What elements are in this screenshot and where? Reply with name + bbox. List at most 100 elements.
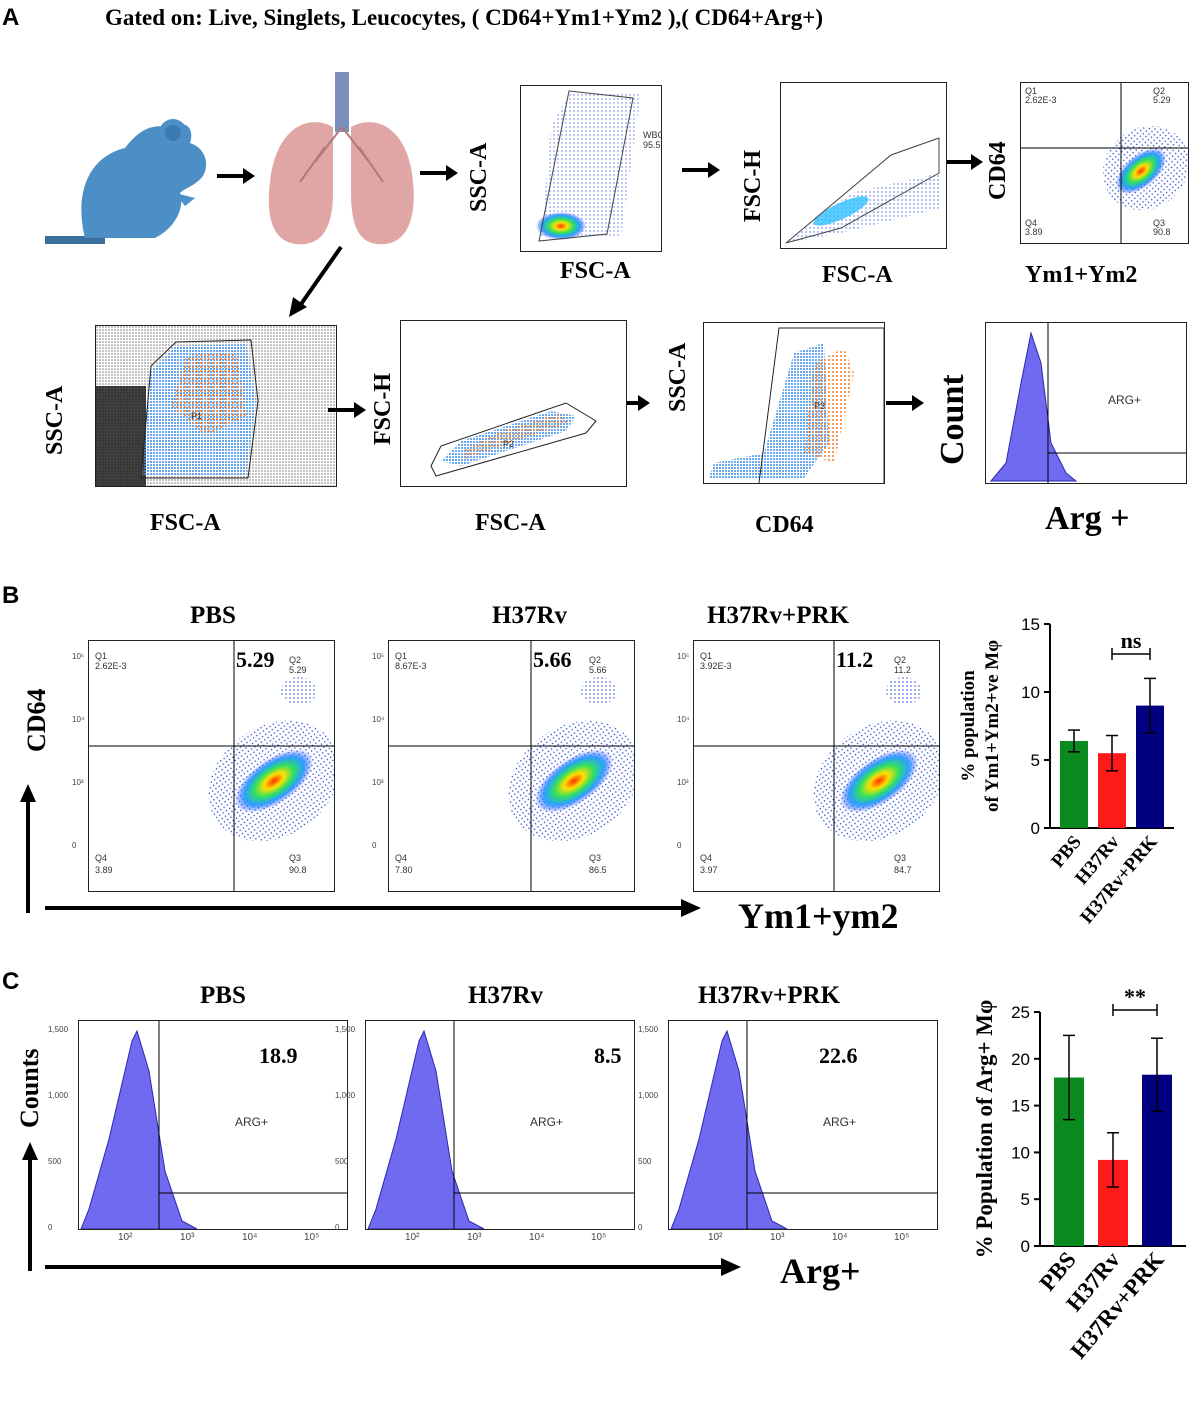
- b-ytick: 10³: [372, 778, 384, 787]
- a-bot3-xlabel: CD64: [755, 512, 814, 538]
- b-ytick: 0: [372, 841, 377, 850]
- c-plot-title: H37Rv+PRK: [698, 982, 841, 1009]
- b-quadrant-q2v: 5.66: [589, 665, 607, 675]
- c-xtick: 10²: [708, 1232, 723, 1243]
- arrow-icon: [289, 245, 343, 317]
- b-q2-highlight: 11.2: [836, 647, 874, 672]
- b-quadrant-q2: Q2: [894, 655, 907, 665]
- b-ytick: 0: [72, 841, 77, 850]
- b-quadrant-q1: Q1: [700, 651, 713, 661]
- b-quadrant-q1v: 3.92E-3: [700, 661, 732, 671]
- c-ytick: 1,000: [335, 1091, 356, 1100]
- b-ylabel: CD64: [22, 688, 51, 752]
- bar-ylabel: % Population of Arg+ Mφ: [972, 1000, 997, 1259]
- bar-ytick-label: 0: [1031, 819, 1040, 838]
- bar-ytick-label: 0: [1021, 1237, 1030, 1256]
- b-plot-title: PBS: [190, 602, 236, 629]
- b-quadrant-q3v: 90.8: [289, 865, 307, 875]
- b-quadrant-q2v: 11.2: [894, 665, 911, 675]
- c-ytick: 1,500: [638, 1025, 659, 1034]
- bar-ytick-label: 15: [1021, 615, 1040, 634]
- c-xtick: 10⁵: [894, 1232, 910, 1243]
- c-xtick: 10²: [405, 1232, 420, 1243]
- a-bot1-xlabel: FSC-A: [150, 510, 221, 536]
- bar-ytick-label: 10: [1021, 683, 1040, 702]
- a-top3-scatter: Q1 2.62E-3 Q2 5.29 Q3 90.8 Q4 3.89: [1020, 82, 1189, 244]
- a-top3-q4v: 3.89: [1025, 227, 1043, 237]
- a-top2-xlabel: FSC-A: [822, 262, 893, 288]
- b-ytick: 0: [677, 841, 682, 850]
- c-ytick: 500: [638, 1157, 652, 1166]
- significance-label: **: [1124, 984, 1146, 1009]
- b-flow-scatter: Q1 2.62E-3 Q2 5.29 Q3 90.8 Q4 3.89 5.29: [88, 640, 335, 892]
- mouse-icon: [45, 68, 215, 248]
- b-quadrant-q4v: 7.80: [395, 865, 413, 875]
- a-top3-q3: Q3: [1153, 218, 1166, 228]
- b-quadrant-q4: Q4: [395, 853, 408, 863]
- a-top3-ylabel: CD64: [985, 141, 1011, 200]
- bar-ylabel: % population of Ym1+Ym2+ve Mφ: [958, 640, 1003, 812]
- a-bot1-scatter: P1: [95, 325, 337, 487]
- a-top3-q2v: 5.29: [1153, 95, 1171, 105]
- c-gate-label: ARG+: [235, 1115, 269, 1129]
- bar-ytick-label: 20: [1011, 1050, 1030, 1069]
- b-ytick: 10⁴: [72, 715, 85, 724]
- c-ytick: 1,000: [638, 1091, 659, 1100]
- b-quadrant-q3v: 84.7: [894, 865, 912, 875]
- b-ytick: 10⁴: [677, 715, 690, 724]
- a-top1-gate-name: WBC: [643, 130, 662, 140]
- a-bot2-ylabel: FSC-H: [370, 373, 396, 445]
- a-top3-q2: Q2: [1153, 86, 1166, 96]
- arrow-icon: [886, 395, 924, 411]
- b-quadrant-q4v: 3.89: [95, 865, 113, 875]
- c-plot-title: H37Rv: [468, 982, 543, 1009]
- a-bot2-gate: P2: [503, 439, 515, 449]
- a-bot4-gate: ARG+: [1108, 393, 1142, 407]
- a-bot3-gate: P3: [814, 401, 826, 411]
- c-xtick: 10⁵: [304, 1232, 320, 1243]
- x-axis-arrow-icon: [45, 899, 701, 917]
- arrow-icon: [217, 168, 255, 184]
- b-quadrant-q1v: 8.67E-3: [395, 661, 427, 671]
- bar-ytick-label: 15: [1011, 1097, 1030, 1116]
- c-ytick: 0: [48, 1223, 53, 1232]
- a-top1-gate-value: 95.5: [643, 140, 661, 150]
- arrow-icon: [945, 154, 983, 170]
- significance-label: ns: [1121, 628, 1142, 653]
- b-xlabel: Ym1+ym2: [738, 896, 899, 936]
- panel-b-letter: B: [2, 582, 20, 609]
- a-bot4-xlabel: Arg +: [1045, 500, 1130, 537]
- a-top3-q1: Q1: [1025, 86, 1038, 96]
- b-quadrant-q4: Q4: [95, 853, 108, 863]
- a-top3-q1v: 2.62E-3: [1025, 95, 1057, 105]
- bar-ytick-label: 25: [1011, 1003, 1030, 1022]
- a-bot2-scatter: P2: [400, 320, 627, 487]
- b-plot-title: H37Rv: [492, 602, 567, 629]
- a-bot4-ylabel: Count: [934, 374, 971, 465]
- a-bot3-scatter: P3: [703, 322, 885, 484]
- a-top2-scatter: [780, 82, 947, 249]
- lung-icon: [265, 72, 415, 250]
- c-arg-value: 22.6: [819, 1043, 858, 1068]
- b-quadrant-q3: Q3: [289, 853, 302, 863]
- y-axis-arrow-icon: [20, 784, 36, 913]
- b-quadrant-q3: Q3: [894, 853, 907, 863]
- c-plot-title: PBS: [200, 982, 246, 1009]
- c-xtick: 10⁴: [242, 1232, 258, 1243]
- c-arg-value: 8.5: [594, 1043, 622, 1068]
- c-histogram: 8.5 ARG+: [365, 1020, 635, 1230]
- arrow-icon: [682, 162, 720, 178]
- c-ytick: 1,500: [48, 1025, 69, 1034]
- a-bot2-xlabel: FSC-A: [475, 510, 546, 536]
- a-top3-q3v: 90.8: [1153, 227, 1171, 237]
- b-ytick: 10³: [72, 778, 84, 787]
- b-quadrant-q1: Q1: [395, 651, 408, 661]
- b-ytick: 10⁴: [372, 715, 385, 724]
- a-bot3-ylabel: SSC-A: [665, 342, 691, 412]
- c-xtick: 10³: [770, 1232, 785, 1243]
- bar-ytick-label: 5: [1031, 751, 1040, 770]
- b-quadrant-q1v: 2.62E-3: [95, 661, 127, 671]
- b-quadrant-q3v: 86.5: [589, 865, 607, 875]
